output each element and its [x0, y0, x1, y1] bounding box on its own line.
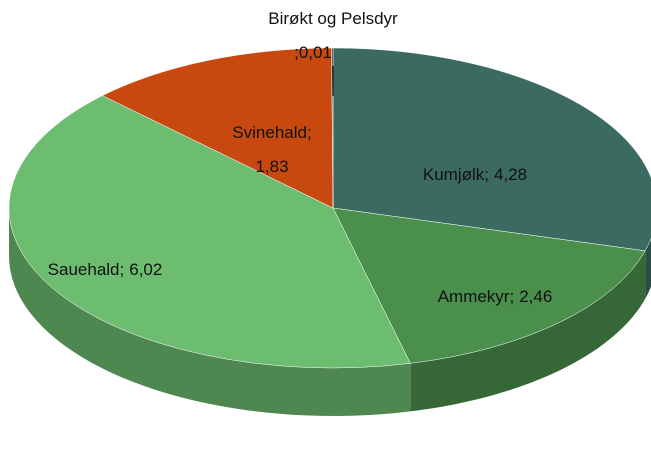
label-part: 2,46 — [519, 287, 552, 306]
label-part: 6,02 — [129, 260, 162, 279]
pie-slice — [101, 47, 334, 209]
pie-slice — [332, 47, 651, 252]
pie-side — [9, 208, 411, 416]
label-part: Ammekyr — [438, 287, 510, 306]
label-part: ; — [307, 123, 312, 142]
pie-side — [645, 238, 651, 299]
data-label: Kumjølk; 4,28 — [423, 165, 527, 184]
pie-side — [410, 250, 646, 412]
label-part: ; — [509, 287, 514, 306]
label-part: Kumjølk — [423, 165, 485, 184]
label-part: ; — [484, 165, 489, 184]
data-label: Birøkt og Pelsdyr ;0,01 — [268, 9, 398, 62]
label-part: 0,01 — [299, 43, 332, 62]
label-part: 1,83 — [255, 157, 288, 176]
pie-slice — [8, 95, 411, 369]
label-part: ; — [120, 260, 125, 279]
label-part: 4,28 — [494, 165, 527, 184]
label-part: Birøkt og Pelsdyr — [268, 9, 398, 28]
label-part: Svinehald — [232, 123, 307, 142]
data-label: Svinehald; 1,83 — [232, 123, 311, 176]
data-label: Ammekyr; 2,46 — [438, 287, 553, 306]
label-part: Sauehald — [48, 260, 120, 279]
data-label: Sauehald; 6,02 — [48, 260, 163, 279]
label-part: ; — [294, 43, 299, 62]
pie-slice — [332, 207, 646, 364]
